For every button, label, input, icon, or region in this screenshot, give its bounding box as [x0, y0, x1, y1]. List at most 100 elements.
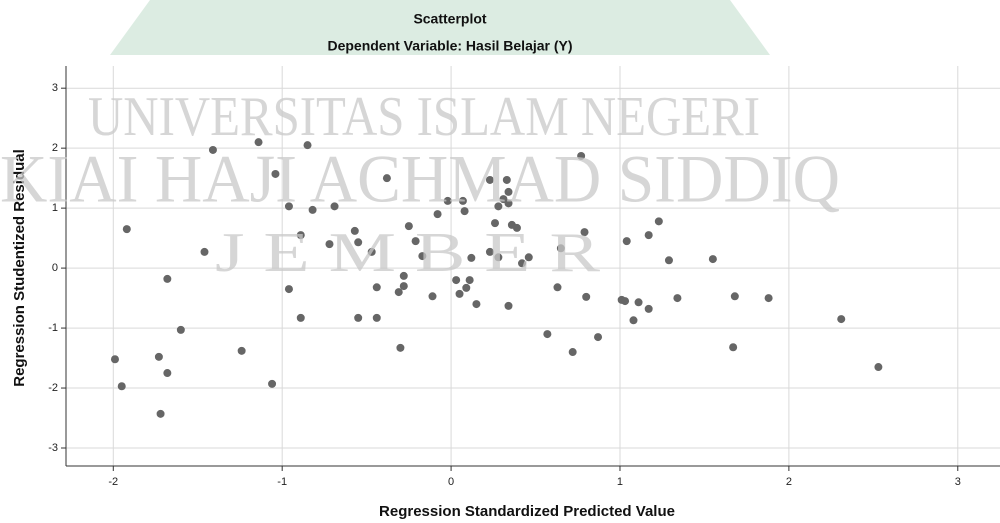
x-tick-label: 0 — [448, 476, 454, 488]
point — [284, 285, 293, 294]
x-tick-label: 2 — [786, 476, 792, 488]
x-tick-label: -2 — [108, 476, 118, 488]
point — [708, 255, 717, 264]
point — [404, 222, 413, 231]
point — [254, 138, 263, 147]
point — [764, 294, 773, 303]
y-tick-label: 2 — [52, 142, 58, 154]
point — [308, 205, 317, 214]
point — [621, 297, 630, 306]
point — [504, 187, 513, 196]
point — [458, 196, 467, 205]
point — [518, 259, 527, 268]
point — [504, 199, 513, 208]
point — [472, 300, 481, 309]
point — [354, 238, 363, 247]
point — [629, 316, 638, 325]
point — [296, 231, 305, 240]
point — [485, 247, 494, 256]
x-tick-label: -1 — [277, 476, 287, 488]
watermark: J E M B E R — [215, 222, 601, 284]
point — [467, 253, 476, 262]
point — [396, 343, 405, 352]
point — [156, 409, 165, 418]
y-tick-label: 3 — [52, 82, 58, 94]
plot-area: -2 -1 0 1 2 3 -3 -2 -1 0 1 2 3 — [48, 66, 1000, 488]
point — [664, 256, 673, 265]
point — [502, 175, 511, 184]
point — [296, 313, 305, 322]
point — [110, 355, 119, 364]
point — [303, 141, 312, 150]
point — [367, 247, 376, 256]
point — [837, 315, 846, 324]
point — [325, 240, 334, 249]
point — [512, 223, 521, 232]
point — [163, 274, 172, 283]
point — [330, 202, 339, 211]
point — [644, 231, 653, 240]
point — [399, 271, 408, 280]
chart-title: Scatterplot — [413, 11, 486, 27]
point — [460, 207, 469, 216]
point — [504, 301, 513, 310]
point — [350, 226, 359, 235]
point — [654, 217, 663, 226]
point — [443, 196, 452, 205]
point — [465, 276, 474, 285]
point — [634, 298, 643, 307]
point — [122, 225, 131, 234]
point — [382, 174, 391, 183]
y-tick-label: -1 — [48, 322, 58, 334]
point — [543, 330, 552, 339]
point — [452, 276, 461, 285]
point — [268, 379, 277, 388]
y-tick-label: 1 — [52, 202, 58, 214]
point — [594, 333, 603, 342]
point — [485, 175, 494, 184]
point — [354, 313, 363, 322]
point — [411, 237, 420, 246]
point — [582, 292, 591, 301]
x-tick-label: 3 — [955, 476, 961, 488]
point — [644, 304, 653, 313]
y-tick-label: -2 — [48, 382, 58, 394]
point — [176, 325, 185, 334]
point — [208, 145, 217, 154]
point — [494, 253, 503, 262]
point — [433, 210, 442, 219]
point — [163, 369, 172, 378]
x-axis-label: Regression Standardized Predicted Value — [379, 503, 675, 520]
point — [673, 294, 682, 303]
x-tick-label: 1 — [617, 476, 623, 488]
y-tick-label: -3 — [48, 442, 58, 454]
point — [577, 151, 586, 160]
point — [730, 292, 739, 301]
point — [428, 292, 437, 301]
point — [568, 348, 577, 357]
point — [524, 253, 533, 262]
point — [462, 283, 471, 292]
point — [729, 343, 738, 352]
point — [237, 346, 246, 355]
logo-shape — [110, 0, 770, 55]
point — [556, 244, 565, 253]
point — [394, 288, 403, 297]
point — [874, 363, 883, 372]
point — [372, 283, 381, 292]
point — [399, 282, 408, 291]
point — [622, 237, 631, 246]
point — [154, 352, 163, 361]
point — [200, 247, 209, 256]
point — [271, 169, 280, 178]
point — [494, 202, 503, 211]
point — [372, 313, 381, 322]
chart-subtitle: Dependent Variable: Hasil Belajar (Y) — [327, 38, 572, 54]
watermark: KIAI HAJI ACHMAD SIDDIQ — [0, 141, 840, 217]
point — [553, 283, 562, 292]
point — [284, 202, 293, 211]
point — [580, 228, 589, 237]
y-axis-label: Regression Studentized Residual — [11, 149, 28, 387]
point — [490, 219, 499, 228]
